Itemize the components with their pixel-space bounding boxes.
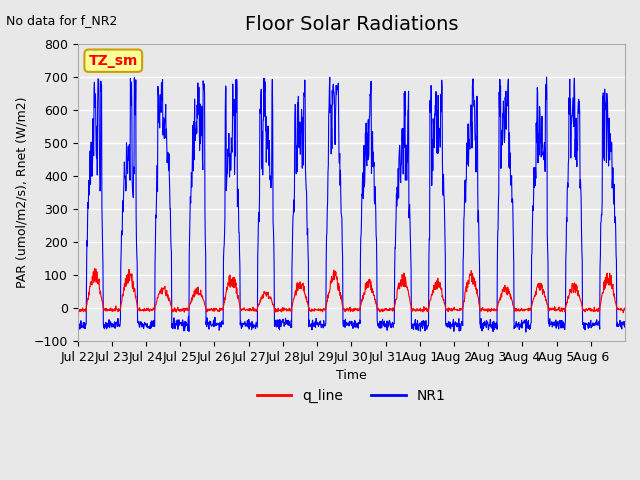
NR1	[74, 320, 81, 326]
q_line	[481, 306, 488, 312]
Text: No data for f_NR2: No data for f_NR2	[6, 14, 118, 27]
X-axis label: Time: Time	[336, 370, 367, 383]
q_line	[621, 307, 629, 313]
NR1	[522, 329, 530, 335]
q_line	[327, 281, 335, 287]
q_line	[620, 310, 627, 316]
NR1	[561, 322, 569, 328]
q_line	[561, 309, 568, 315]
NR1	[326, 107, 334, 112]
q_line	[337, 293, 345, 299]
Line: q_line: q_line	[77, 269, 625, 313]
Line: NR1: NR1	[77, 77, 625, 332]
q_line	[74, 305, 81, 311]
Y-axis label: PAR (umol/m2/s), Rnet (W/m2): PAR (umol/m2/s), Rnet (W/m2)	[15, 97, 28, 288]
NR1	[337, 194, 345, 200]
NR1	[159, 123, 167, 129]
q_line	[614, 306, 622, 312]
NR1	[480, 323, 488, 329]
Legend: q_line, NR1: q_line, NR1	[251, 383, 451, 408]
q_line	[160, 286, 168, 292]
NR1	[615, 324, 623, 329]
q_line	[91, 266, 99, 272]
NR1	[543, 74, 550, 80]
Title: Floor Solar Radiations: Floor Solar Radiations	[244, 15, 458, 34]
Text: TZ_sm: TZ_sm	[88, 54, 138, 68]
NR1	[621, 319, 629, 325]
